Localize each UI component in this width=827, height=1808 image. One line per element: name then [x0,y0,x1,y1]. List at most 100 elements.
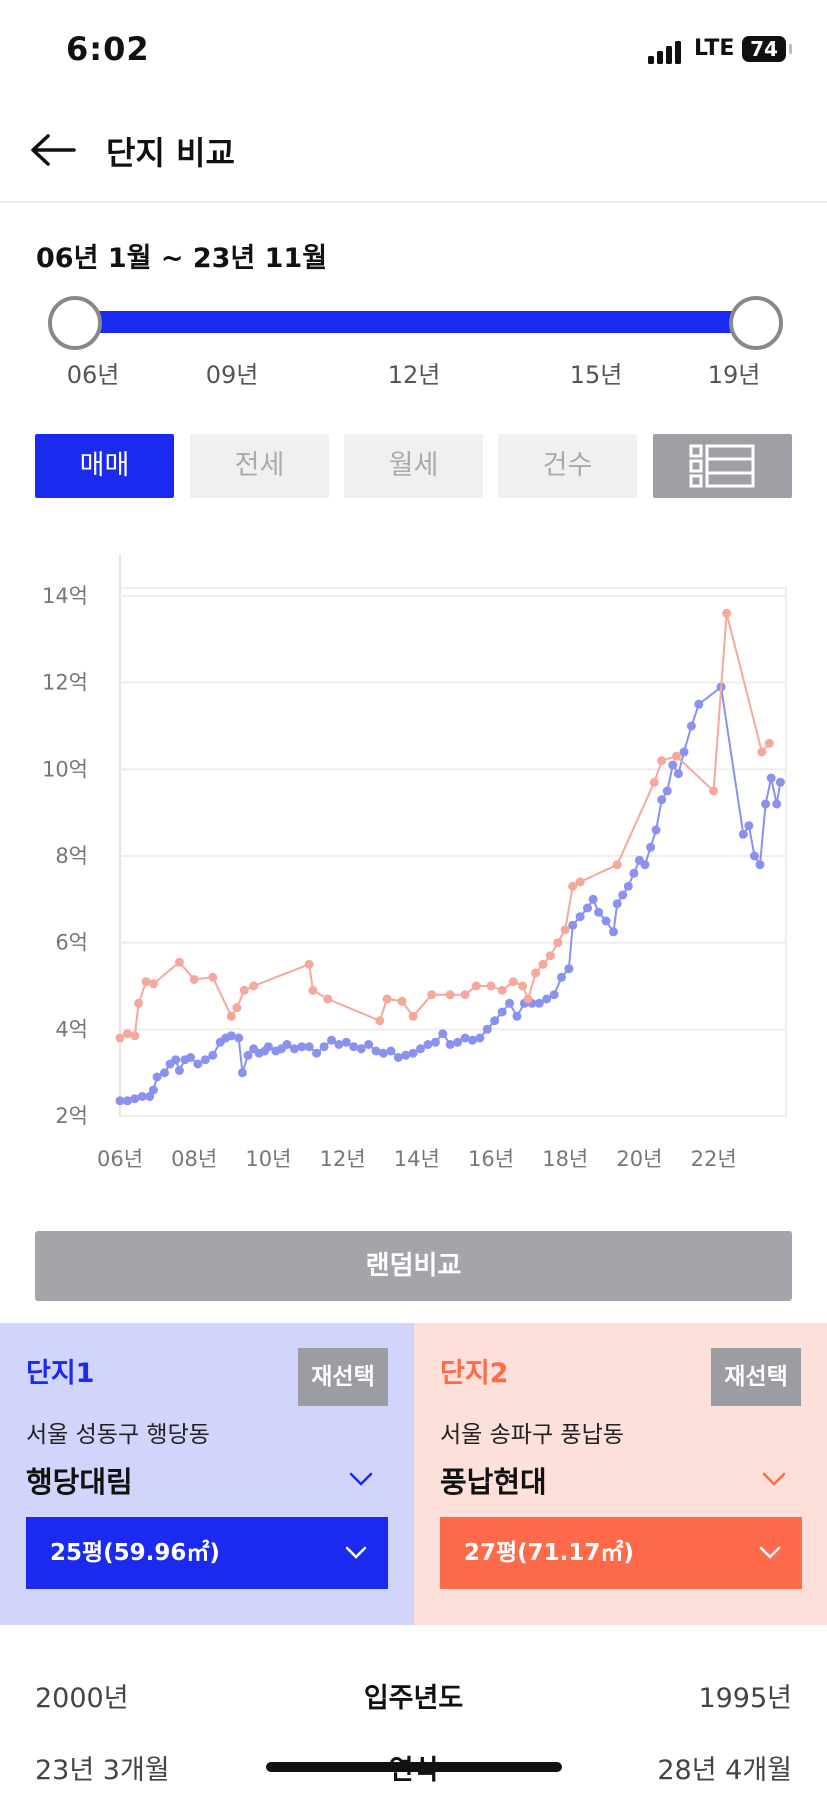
complex1-data-point [738,829,748,839]
complex1-data-point [430,1037,440,1047]
complex2-data-point [518,981,528,991]
complex1-data-point [505,998,515,1008]
tab-count[interactable]: 건수 [498,434,637,498]
back-arrow-icon[interactable] [28,130,78,170]
complex1-data-point [575,912,585,922]
complex1-data-point [282,1040,292,1049]
chevron-down-icon [759,1546,781,1559]
complex1-data-point [651,825,661,835]
tab-monthly-rent[interactable]: 월세 [344,434,483,498]
complex2-size-select[interactable]: 27평(71.17㎡) [440,1517,802,1589]
complex1-data-point [766,773,776,783]
complex2-data-point [122,1029,132,1039]
complex1-data-point [772,799,782,809]
complex1-data-point [152,1072,162,1082]
chevron-down-icon[interactable] [761,1471,787,1487]
chevron-down-icon [345,1546,367,1559]
complex1-data-point [623,881,633,891]
complex1-data-point [775,777,785,787]
status-time: 6:02 [66,30,150,68]
complex1-data-point [694,699,704,709]
complex1-reselect-button[interactable]: 재선택 [298,1348,388,1406]
complex2-data-point [375,1016,385,1026]
complex2-data-point [497,985,507,995]
x-tick-label: 10년 [245,1147,291,1171]
page-title: 단지 비교 [106,134,235,172]
info-row-move-in-year: 2000년 입주년도 1995년 [0,1676,827,1736]
complex1-data-point [193,1059,203,1069]
complex1-data-point [304,1042,314,1052]
complex1-data-point [416,1044,425,1054]
complex2-data-point [141,977,151,987]
info-row-age: 23년 3개월 연식 28년 4개월 [0,1748,827,1808]
complex1-size-select[interactable]: 25평(59.96㎡) [26,1517,388,1589]
date-range-label: 06년 1월 ~ 23년 11월 [36,243,328,274]
complex2-series-line [119,613,771,1039]
x-tick-label: 20년 [616,1147,662,1171]
complex1-data-point [408,1048,418,1058]
complex1-data-point [243,1050,253,1060]
complex2-panel: 단지2 재선택 서울 송파구 풍납동 풍납현대 27평(71.17㎡) [414,1323,827,1625]
complex1-data-point [237,1068,247,1078]
complex1-data-point [482,1024,492,1034]
home-indicator [266,1762,562,1772]
complex1-data-point [148,1085,158,1095]
slider-tick-label: 12년 [387,361,441,389]
complex1-data-point [744,821,754,831]
random-compare-button[interactable]: 랜덤비교 [35,1231,792,1301]
complex1-data-point [475,1033,485,1043]
complex1-data-point [568,920,578,930]
complex1-data-point [588,894,598,904]
complex1-data-point [497,1007,507,1017]
y-tick-label: 4억 [55,1017,88,1041]
complex1-size-value: 25평(59.96㎡) [50,1540,220,1566]
complex1-panel: 단지1 재선택 서울 성동구 행당동 행당대림 25평(59.96㎡) [0,1323,414,1625]
complex2-data-point [148,979,158,989]
complex2-reselect-button[interactable]: 재선택 [711,1348,801,1406]
date-range-slider[interactable] [48,296,783,350]
complex2-data-point [486,981,496,991]
complex1-data-point [401,1050,411,1060]
complex2-data-point [249,981,259,991]
complex2-move-in-year: 1995년 [698,1683,792,1714]
complex1-data-point [609,927,618,937]
x-tick-label: 16년 [468,1147,514,1171]
complex2-data-point [174,957,184,967]
x-tick-label: 14년 [394,1147,440,1171]
x-tick-label: 08년 [171,1147,217,1171]
complex1-data-point [130,1094,140,1104]
complex1-data-point [297,1042,307,1052]
complex2-data-point [304,959,314,969]
tab-jeonse[interactable]: 전세 [190,434,329,498]
complex1-data-point [750,851,759,861]
complex2-data-point [382,994,392,1004]
complex1-data-point [122,1096,132,1106]
complex2-data-point [208,972,218,982]
tab-sale[interactable]: 매매 [35,434,174,498]
complex1-data-point [646,842,656,852]
chevron-down-icon[interactable] [348,1471,374,1487]
battery-icon: 74 [742,36,792,62]
complex1-data-point [468,1035,477,1045]
complex1-data-point [263,1042,273,1052]
plot-area [119,587,787,1117]
complex2-data-point [397,996,407,1006]
complex2-data-point [460,990,470,1000]
complex1-data-point [364,1040,374,1049]
complex1-age: 23년 3개월 [35,1755,170,1786]
complex2-data-point [649,777,659,787]
complex1-data-point [612,899,622,909]
complex1-data-point [327,1035,336,1045]
list-view-button[interactable] [653,434,792,498]
slider-end-handle[interactable] [729,296,783,350]
complex1-data-point [673,769,683,779]
slider-start-handle[interactable] [48,296,102,350]
x-tick-label: 18년 [542,1147,588,1171]
network-type: LTE [694,36,735,61]
complex2-data-point [709,786,719,796]
complex2-data-point [575,877,585,887]
complex1-data-point [341,1037,351,1047]
complex1-data-point [186,1053,195,1062]
slider-tick-label: 15년 [569,361,623,389]
data-type-tabs: 매매 전세 월세 건수 [35,434,792,498]
